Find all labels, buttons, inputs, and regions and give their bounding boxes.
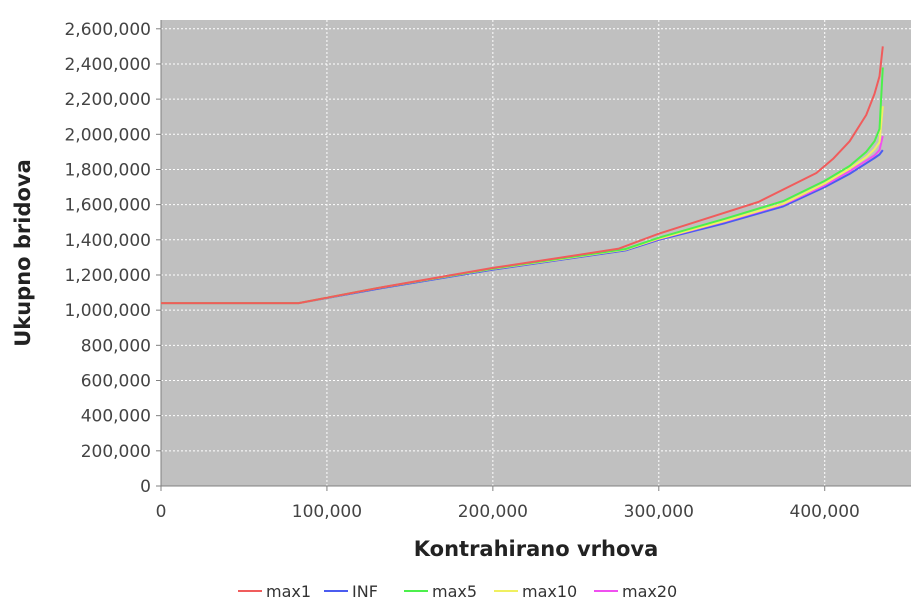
y-tick-label: 2,200,000	[64, 90, 151, 110]
legend-item-INF: INF	[324, 582, 378, 599]
series-lines	[161, 46, 884, 305]
legend-item-max10: max10	[494, 582, 577, 599]
y-tick-label: 1,200,000	[64, 266, 151, 286]
y-tick-label: 2,400,000	[64, 55, 151, 75]
x-tick-label: 200,000	[458, 502, 528, 522]
y-tick-label: 800,000	[81, 336, 151, 356]
grid-lines	[161, 20, 911, 486]
x-axis-ticks: 0 100,000 200,000 300,000 400,000	[156, 486, 860, 522]
y-tick-label: 600,000	[81, 371, 151, 391]
y-axis-title: Ukupno bridova	[11, 159, 35, 347]
legend-label: max10	[522, 582, 577, 599]
legend-label: max5	[432, 582, 477, 599]
x-tick-label: 300,000	[624, 502, 694, 522]
y-tick-label: 2,000,000	[64, 125, 151, 145]
x-tick-label: 0	[156, 502, 167, 522]
legend-label: INF	[352, 582, 378, 599]
y-tick-label: 1,400,000	[64, 231, 151, 251]
y-tick-label: 400,000	[81, 407, 151, 427]
series-line-max1	[161, 46, 884, 305]
y-tick-label: 200,000	[81, 442, 151, 462]
legend-item-max20: max20	[594, 582, 677, 599]
legend-item-max5: max5	[404, 582, 477, 599]
y-tick-label: 0	[140, 477, 151, 497]
legend-label: max20	[622, 582, 677, 599]
legend-label: max1	[266, 582, 311, 599]
legend: max1 INF max5 max10 max20	[238, 582, 677, 599]
legend-item-max1: max1	[238, 582, 311, 599]
plot-background	[161, 20, 911, 486]
y-tick-label: 1,800,000	[64, 160, 151, 180]
x-tick-label: 100,000	[292, 502, 362, 522]
y-tick-label: 2,600,000	[64, 20, 151, 40]
y-tick-label: 1,600,000	[64, 196, 151, 216]
x-axis-title: Kontrahirano vrhova	[414, 537, 659, 561]
y-tick-label: 1,000,000	[64, 301, 151, 321]
x-tick-label: 400,000	[790, 502, 860, 522]
axes	[160, 20, 911, 487]
y-axis-ticks: 0 200,000 400,000 600,000 800,000 1,000,000 1,…	[64, 20, 161, 497]
